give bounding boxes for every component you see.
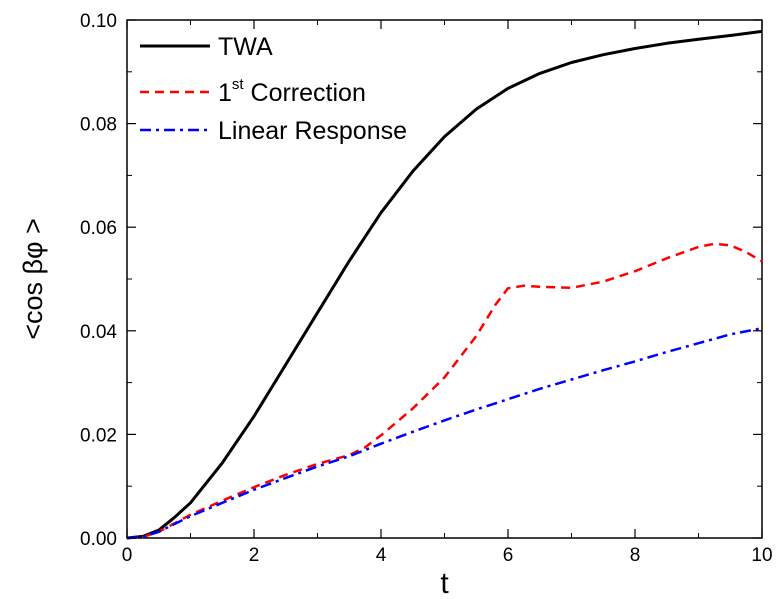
legend-label-superscript: st [232, 76, 245, 93]
series-layer [126, 29, 763, 540]
legend-label-1: 1st Correction [218, 76, 366, 107]
legend-label-main: TWA [218, 33, 273, 61]
legend-label-0: TWA [218, 33, 273, 61]
y-tick-label: 0.08 [80, 115, 117, 136]
y-axis-title: <cos βφ > [18, 218, 48, 340]
x-tick-label: 0 [122, 545, 133, 566]
legend-label-main: Linear Response [218, 117, 407, 145]
x-tick-label: 10 [751, 545, 772, 566]
y-axis: 0.00 0.02 0.04 0.06 0.08 0.10 [80, 11, 762, 550]
x-axis-title: t [440, 567, 449, 599]
series-line-2 [126, 326, 763, 540]
y-tick-label: 0.10 [80, 11, 117, 32]
legend-label-rest: Correction [244, 79, 366, 107]
legend-label-main: 1 [218, 79, 232, 107]
series-line-0 [126, 29, 763, 540]
x-tick-label: 6 [503, 545, 514, 566]
legend-label-2: Linear Response [218, 117, 407, 145]
y-tick-label: 0.04 [80, 322, 117, 343]
legend: TWA 1st Correction Linear Response [140, 33, 407, 145]
x-tick-label: 2 [249, 545, 260, 566]
y-tick-label: 0.00 [80, 529, 117, 550]
x-axis: 0 2 4 6 8 10 [122, 20, 773, 566]
y-tick-label: 0.06 [80, 218, 117, 239]
x-tick-label: 8 [630, 545, 641, 566]
y-tick-label: 0.02 [80, 425, 117, 446]
x-tick-label: 4 [376, 545, 387, 566]
